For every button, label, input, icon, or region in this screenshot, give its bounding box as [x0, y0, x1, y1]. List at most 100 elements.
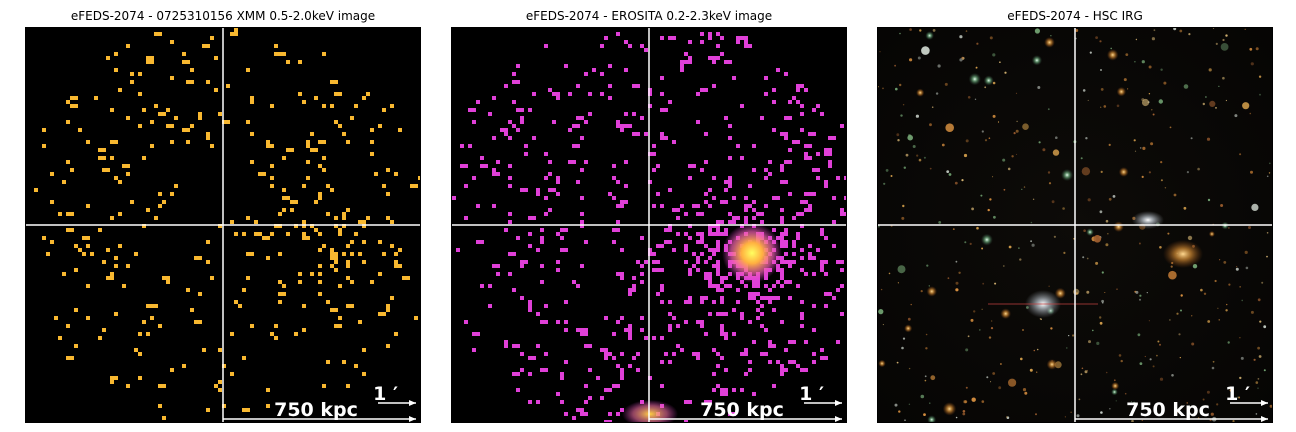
photon-pixel	[740, 388, 744, 392]
galaxy-source	[1236, 266, 1238, 268]
photon-pixel	[680, 348, 684, 352]
photon-pixel	[170, 368, 174, 372]
photon-pixel	[548, 172, 552, 176]
photon-pixel	[728, 284, 732, 288]
galaxy-source	[935, 92, 939, 95]
galaxy-source	[969, 242, 972, 245]
galaxy-source	[1176, 312, 1179, 315]
photon-pixel	[792, 216, 796, 220]
galaxy-source	[1135, 290, 1139, 294]
galaxy-source	[1153, 29, 1156, 32]
photon-pixel	[676, 232, 680, 236]
photon-pixel	[800, 128, 804, 132]
photon-pixel	[780, 372, 784, 376]
galaxy-source	[1159, 377, 1164, 381]
photon-pixel	[528, 400, 532, 404]
galaxy-source	[1239, 337, 1241, 339]
photon-pixel	[74, 344, 78, 348]
photon-pixel	[724, 312, 728, 316]
photon-pixel	[322, 156, 326, 160]
photon-pixel	[130, 200, 134, 204]
photon-pixel	[712, 348, 716, 352]
galaxy-source	[899, 83, 902, 87]
galaxy-source	[965, 30, 968, 32]
photon-pixel	[326, 184, 330, 188]
galaxy-source	[1148, 320, 1150, 322]
photon-pixel	[812, 108, 816, 112]
photon-pixel	[556, 180, 560, 184]
photon-pixel	[820, 112, 824, 116]
photon-pixel	[772, 228, 776, 232]
photon-pixel	[544, 44, 548, 48]
photon-pixel	[310, 132, 314, 136]
photon-pixel	[820, 260, 824, 264]
photon-pixel	[708, 36, 712, 40]
galaxy-source	[1093, 235, 1102, 243]
photon-pixel	[784, 160, 788, 164]
photon-pixel	[640, 328, 644, 332]
photon-pixel	[788, 260, 792, 264]
photon-pixel	[720, 300, 724, 304]
photon-pixel	[840, 312, 844, 316]
photon-pixel	[796, 212, 800, 216]
galaxy-source	[1151, 37, 1155, 41]
photon-pixel	[708, 312, 712, 316]
hsc-panel: eFEDS-2074 - HSC IRG	[877, 0, 1273, 432]
photon-pixel	[560, 376, 564, 380]
photon-pixel	[508, 212, 512, 216]
photon-pixel	[660, 76, 664, 80]
photon-pixel	[628, 124, 632, 128]
photon-pixel	[528, 356, 532, 360]
galaxy-source	[1266, 255, 1268, 258]
photon-pixel	[50, 240, 54, 244]
galaxy-source	[1029, 368, 1033, 372]
photon-pixel	[708, 232, 712, 236]
galaxy-source	[1120, 359, 1123, 363]
galaxy-source	[1063, 251, 1066, 254]
photon-pixel	[398, 264, 402, 268]
photon-pixel	[816, 104, 820, 108]
galaxy-source	[1047, 171, 1051, 174]
photon-pixel	[756, 308, 760, 312]
galaxy-source	[1135, 38, 1138, 41]
photon-pixel	[182, 128, 190, 132]
photon-pixel	[712, 252, 716, 256]
galaxy-source	[1183, 84, 1189, 89]
photon-pixel	[102, 168, 106, 172]
photon-pixel	[744, 196, 748, 200]
photon-pixel	[616, 220, 620, 224]
galaxy-source	[971, 397, 976, 402]
photon-pixel	[536, 312, 540, 316]
galaxy-source	[1159, 343, 1161, 346]
galaxy-source	[1156, 354, 1158, 357]
galaxy-source	[967, 96, 971, 99]
photon-pixel	[712, 264, 716, 268]
photon-pixel	[246, 276, 250, 280]
photon-pixel	[560, 228, 568, 232]
photon-pixel	[378, 240, 382, 244]
photon-pixel	[150, 120, 154, 124]
photon-pixel	[684, 260, 688, 264]
photon-pixel	[664, 136, 668, 140]
photon-pixel	[460, 164, 468, 168]
scale-kpc-arrowhead	[835, 416, 842, 422]
photon-pixel	[114, 312, 118, 316]
photon-pixel	[230, 332, 234, 336]
photon-pixel	[362, 96, 366, 100]
photon-pixel	[366, 92, 370, 96]
xmm-panel: eFEDS-2074 - 0725310156 XMM 0.5-2.0keV i…	[25, 0, 421, 432]
galaxy-source	[1033, 349, 1036, 352]
photon-pixel	[62, 180, 66, 184]
photon-pixel	[712, 388, 716, 392]
galaxy-source	[1105, 371, 1108, 374]
photon-pixel	[540, 368, 548, 372]
photon-pixel	[346, 384, 350, 388]
photon-pixel	[278, 252, 282, 256]
photon-pixel	[720, 200, 724, 204]
photon-pixel	[532, 216, 536, 220]
photon-pixel	[564, 360, 568, 364]
galaxy-source	[967, 335, 970, 338]
photon-pixel	[584, 240, 588, 244]
scale-kpc-arrowhead	[1261, 416, 1268, 422]
galaxy-source	[1211, 366, 1215, 370]
